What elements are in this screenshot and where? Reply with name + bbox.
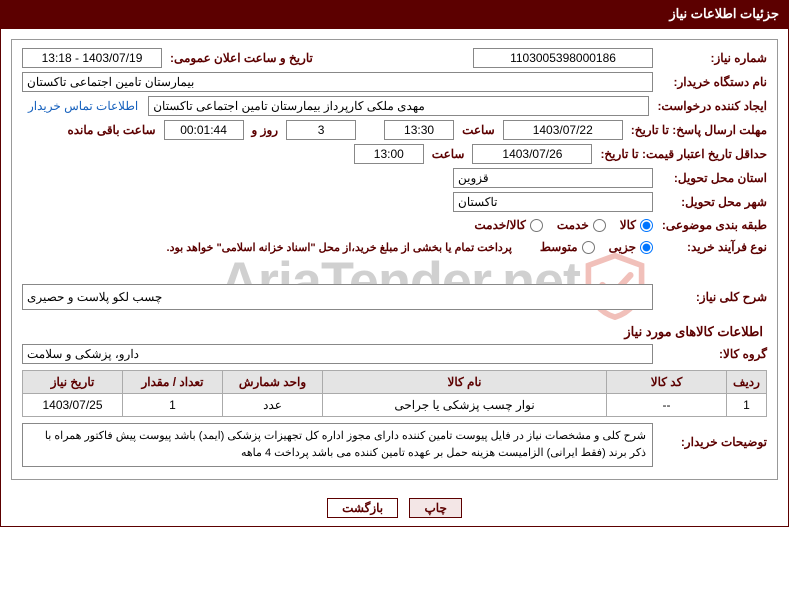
table-cell-0-3: عدد bbox=[223, 394, 323, 417]
label-city: شهر محل تحویل: bbox=[657, 193, 767, 211]
label-province: استان محل تحویل: bbox=[657, 169, 767, 187]
table-header-3: واحد شمارش bbox=[223, 371, 323, 394]
table-cell-0-1: -- bbox=[607, 394, 727, 417]
value-remaining-days: 3 bbox=[286, 120, 356, 140]
label-general-desc: شرح کلی نیاز: bbox=[657, 288, 767, 306]
purchase-radio-1[interactable] bbox=[582, 241, 595, 254]
label-category: طبقه بندی موضوعی: bbox=[657, 216, 767, 234]
value-requester: مهدی ملکی کارپرداز بیمارستان تامین اجتما… bbox=[148, 96, 649, 116]
value-validity-date: 1403/07/26 bbox=[472, 144, 592, 164]
value-buyer-notes: شرح کلی و مشخصات نیاز در فایل پیوست تامی… bbox=[22, 423, 653, 467]
value-deadline-date: 1403/07/22 bbox=[503, 120, 623, 140]
purchase-label-0: جزیی bbox=[609, 240, 636, 254]
purchase-label-1: متوسط bbox=[540, 240, 578, 254]
category-radio-2[interactable] bbox=[530, 219, 543, 232]
label-days-and: روز و bbox=[248, 123, 283, 137]
label-requester: ایجاد کننده درخواست: bbox=[653, 97, 767, 115]
inner-panel: شماره نیاز: 1103005398000186 تاریخ و ساع… bbox=[11, 39, 778, 480]
table-cell-0-5: 1403/07/25 bbox=[23, 394, 123, 417]
category-option-2[interactable]: کالا/خدمت bbox=[474, 218, 542, 232]
label-hour-1: ساعت bbox=[458, 123, 499, 137]
purchase-radio-0[interactable] bbox=[640, 241, 653, 254]
value-remaining-time: 00:01:44 bbox=[164, 120, 244, 140]
category-option-0[interactable]: کالا bbox=[620, 218, 653, 232]
purchase-note: پرداخت تمام یا بخشی از مبلغ خرید،از محل … bbox=[167, 241, 512, 254]
category-radio-1[interactable] bbox=[593, 219, 606, 232]
table-header-2: نام کالا bbox=[323, 371, 607, 394]
form-area: شماره نیاز: 1103005398000186 تاریخ و ساع… bbox=[12, 40, 777, 479]
label-buyer-notes: توضیحات خریدار: bbox=[657, 423, 767, 451]
purchase-option-1[interactable]: متوسط bbox=[540, 240, 595, 254]
label-goods-group: گروه کالا: bbox=[657, 345, 767, 363]
table-cell-0-0: 1 bbox=[727, 394, 767, 417]
label-validity: حداقل تاریخ اعتبار قیمت: تا تاریخ: bbox=[596, 145, 767, 163]
value-city: تاکستان bbox=[453, 192, 653, 212]
category-label-0: کالا bbox=[620, 218, 636, 232]
value-general-desc: چسب لکو پلاست و حصیری bbox=[22, 284, 653, 310]
value-validity-time: 13:00 bbox=[354, 144, 424, 164]
button-row: چاپ بازگشت bbox=[1, 490, 788, 526]
purchase-option-0[interactable]: جزیی bbox=[609, 240, 653, 254]
print-button[interactable]: چاپ bbox=[409, 498, 461, 518]
table-cell-0-2: نوار چسب پزشکی یا جراحی bbox=[323, 394, 607, 417]
value-deadline-time: 13:30 bbox=[384, 120, 454, 140]
value-goods-group: دارو، پزشکی و سلامت bbox=[22, 344, 653, 364]
category-label-1: خدمت bbox=[557, 218, 589, 232]
category-radios: کالا خدمت کالا/خدمت bbox=[474, 218, 653, 232]
table-header-1: کد کالا bbox=[607, 371, 727, 394]
value-province: قزوین bbox=[453, 168, 653, 188]
value-need-number: 1103005398000186 bbox=[473, 48, 653, 68]
header-bar: جزئیات اطلاعات نیاز bbox=[0, 0, 789, 28]
label-hour-2: ساعت bbox=[428, 147, 469, 161]
section-goods-info: اطلاعات کالاهای مورد نیاز bbox=[22, 314, 767, 344]
value-announce-datetime: 1403/07/19 - 13:18 bbox=[22, 48, 162, 68]
category-radio-0[interactable] bbox=[640, 219, 653, 232]
table-header-5: تاریخ نیاز bbox=[23, 371, 123, 394]
category-option-1[interactable]: خدمت bbox=[557, 218, 606, 232]
label-need-number: شماره نیاز: bbox=[657, 49, 767, 67]
table-header-0: ردیف bbox=[727, 371, 767, 394]
table-cell-0-4: 1 bbox=[123, 394, 223, 417]
category-label-2: کالا/خدمت bbox=[474, 218, 525, 232]
label-remaining: ساعت باقی مانده bbox=[63, 123, 159, 137]
value-buyer-org: بیمارستان تامین اجتماعی تاکستان bbox=[22, 72, 653, 92]
label-deadline: مهلت ارسال پاسخ: تا تاریخ: bbox=[627, 121, 767, 139]
outer-border: شماره نیاز: 1103005398000186 تاریخ و ساع… bbox=[0, 28, 789, 527]
goods-table: ردیفکد کالانام کالاواحد شمارشتعداد / مقد… bbox=[22, 370, 767, 417]
table-row: 1--نوار چسب پزشکی یا جراحیعدد11403/07/25 bbox=[23, 394, 767, 417]
purchase-radios: جزیی متوسط bbox=[540, 240, 653, 254]
back-button[interactable]: بازگشت bbox=[327, 498, 398, 518]
contact-link[interactable]: اطلاعات تماس خریدار bbox=[22, 99, 144, 113]
label-announce-datetime: تاریخ و ساعت اعلان عمومی: bbox=[166, 51, 317, 65]
header-title: جزئیات اطلاعات نیاز bbox=[669, 6, 779, 21]
table-header-4: تعداد / مقدار bbox=[123, 371, 223, 394]
label-buyer-org: نام دستگاه خریدار: bbox=[657, 73, 767, 91]
label-purchase-type: نوع فرآیند خرید: bbox=[657, 238, 767, 256]
